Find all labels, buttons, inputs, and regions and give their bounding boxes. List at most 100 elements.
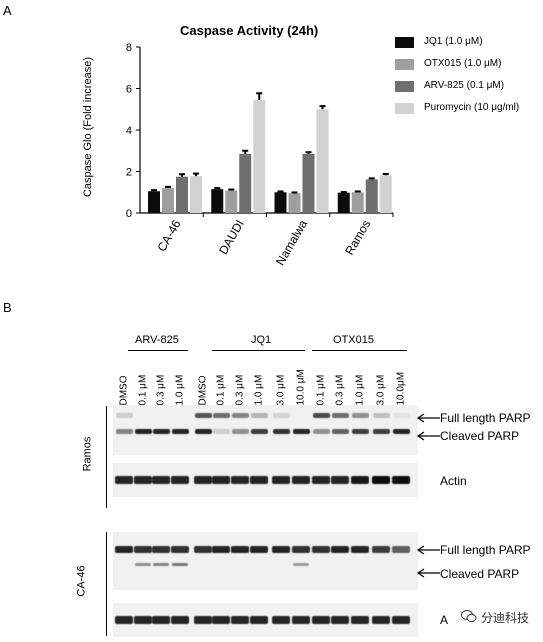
blot-band	[171, 616, 189, 624]
lane-label: 0.3 μM	[155, 374, 167, 406]
bar	[190, 176, 202, 213]
y-tick-label: 2	[126, 167, 132, 179]
ramos-cleaved-parp-label: Cleaved PARP	[440, 429, 520, 443]
bar	[274, 192, 287, 213]
blot-band	[171, 546, 189, 553]
blot-band	[212, 413, 230, 418]
blot-band	[351, 476, 369, 484]
blot-band	[152, 476, 170, 484]
group-line-jq1	[212, 350, 305, 351]
blot-band	[250, 429, 268, 434]
blot-band	[312, 546, 330, 553]
lane-label: 3.0 μM	[375, 374, 387, 406]
ramos-bracket	[106, 406, 107, 508]
legend-swatch	[395, 81, 414, 92]
blot-band	[152, 546, 170, 553]
wechat-icon	[461, 609, 477, 623]
legend-label: Puromycin (10 μg/ml)	[424, 102, 520, 113]
blot-band	[331, 476, 349, 484]
bar	[365, 179, 378, 213]
blot-band	[231, 616, 249, 624]
ramos-full-parp-label: Full length PARP	[440, 411, 531, 425]
blot-band	[351, 616, 369, 624]
ca46-actin-gel	[113, 603, 418, 637]
bar	[225, 190, 238, 213]
legend-swatch	[395, 103, 414, 114]
blot-band	[134, 429, 152, 434]
blot-band	[231, 476, 249, 484]
blot-band	[250, 616, 268, 624]
cell-line-ramos: Ramos	[81, 436, 94, 472]
blot-band	[231, 546, 249, 553]
lane-label: 1.0 μM	[253, 374, 265, 406]
ramos-actin-gel	[113, 463, 418, 497]
blot-band	[250, 413, 268, 418]
blot-band	[172, 563, 188, 566]
blot-band	[171, 429, 189, 434]
blot-band	[312, 429, 330, 434]
blot-band	[153, 563, 169, 566]
ca46-full-parp-label: Full length PARP	[440, 543, 531, 557]
blot-band	[194, 546, 212, 553]
blot-band	[392, 546, 410, 553]
blot-band	[392, 413, 410, 418]
blot-band	[292, 616, 310, 624]
lane-label: 0.3 μM	[334, 374, 346, 406]
blot-band	[272, 413, 290, 418]
blot-band	[194, 413, 212, 418]
blot-band	[212, 546, 230, 553]
lane-label: 1.0 μM	[174, 374, 186, 406]
lane-label: 10.0 μM	[295, 369, 307, 406]
blot-band	[152, 616, 170, 624]
legend-label: JQ1 (1.0 μM)	[424, 36, 483, 47]
ramos-actin-label: Actin	[440, 474, 467, 488]
ca46-actin-label: A	[440, 613, 449, 627]
lane-label: 10.0μM	[395, 371, 407, 406]
x-tick-label: CA-46	[154, 217, 183, 254]
lane-label: 0.1 μM	[137, 374, 149, 406]
bar	[211, 189, 224, 213]
blot-band	[212, 429, 230, 434]
blot-band	[312, 476, 330, 484]
bar	[239, 153, 252, 213]
y-tick-label: 6	[126, 84, 132, 96]
blot-band	[331, 616, 349, 624]
watermark: 分迪科技	[461, 608, 541, 626]
blot-band	[292, 476, 310, 484]
chart-title: Caspase Activity (24h)	[180, 23, 319, 38]
blot-band	[152, 429, 170, 434]
ca46-parp-gel	[113, 532, 418, 590]
lane-label: 0.1 μM	[315, 374, 327, 406]
legend-item: JQ1 (1.0 μM)	[395, 34, 540, 54]
legend-item: Puromycin (10 μg/ml)	[395, 100, 540, 120]
band-arrows	[416, 413, 440, 578]
blot-band	[351, 429, 369, 434]
blot-band	[134, 546, 152, 553]
watermark-text: 分迪科技	[481, 611, 530, 625]
blot-band	[272, 546, 290, 553]
blot-band	[351, 413, 369, 418]
blot-band	[115, 546, 133, 553]
ca46-cleaved-parp-label: Cleaved PARP	[440, 567, 520, 581]
blot-band	[231, 413, 249, 418]
lane-label: 0.3 μM	[234, 374, 246, 406]
blot-band	[250, 476, 268, 484]
western-blot-panel: ARV-825 JQ1 OTX015 DMSO 0.1 μM 0.3 μM 1.0 μ…	[0, 320, 543, 642]
x-tick-label: Ramos	[342, 218, 373, 258]
bar	[253, 99, 266, 213]
blot-band	[115, 616, 133, 624]
ca46-bracket	[106, 532, 107, 636]
group-line-otx015	[312, 350, 407, 351]
ramos-parp-gel	[113, 405, 418, 455]
lane-label: DMSO	[197, 375, 209, 406]
y-tick-label: 8	[126, 42, 132, 54]
bar	[337, 192, 350, 213]
blot-band	[392, 476, 410, 484]
legend-swatch	[395, 59, 414, 70]
blot-band	[372, 413, 390, 418]
blot-band	[372, 546, 390, 553]
blot-band	[134, 476, 152, 484]
y-axis-label: Caspase Glo (Fold increase)	[82, 57, 94, 198]
panel-a-label: A	[3, 3, 12, 18]
blot-band	[351, 546, 369, 553]
